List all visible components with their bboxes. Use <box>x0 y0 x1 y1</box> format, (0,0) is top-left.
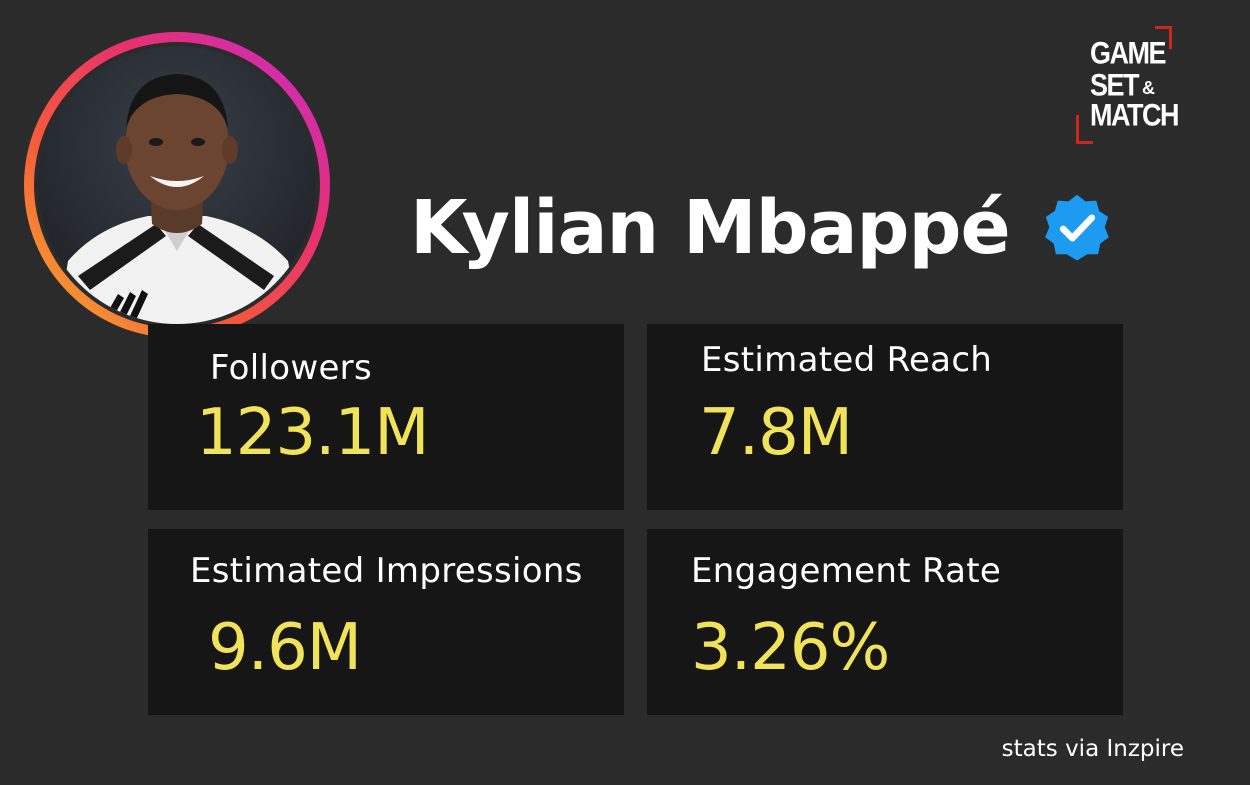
game-set-match-logo: GAME SET & MATCH <box>1074 26 1179 144</box>
stat-card-estimated-impressions: Estimated Impressions 9.6M <box>148 529 624 715</box>
source-credit: stats via Inzpire <box>1001 736 1184 762</box>
logo-corner-top-right <box>1155 26 1172 49</box>
avatar <box>24 32 330 338</box>
logo-ampersand: & <box>1142 78 1155 98</box>
profile-photo <box>38 46 316 324</box>
stat-value: 3.26% <box>691 611 890 685</box>
stat-card-estimated-reach: Estimated Reach 7.8M <box>647 324 1123 510</box>
logo-line-2: SET <box>1090 67 1140 103</box>
profile-header: Kylian Mbappé <box>410 178 1114 278</box>
player-portrait-icon <box>58 74 300 324</box>
stat-value: 9.6M <box>208 611 362 685</box>
stat-value: 123.1M <box>196 396 429 470</box>
stat-card-followers: Followers 123.1M <box>148 324 624 510</box>
player-name: Kylian Mbappé <box>410 185 1011 271</box>
logo-corner-bottom-left <box>1076 115 1093 144</box>
avatar-ring-gap <box>34 42 320 328</box>
stat-label: Engagement Rate <box>691 551 1002 591</box>
logo-line-1: GAME <box>1090 35 1167 71</box>
stat-card-engagement-rate: Engagement Rate 3.26% <box>647 529 1123 715</box>
stat-value: 7.8M <box>699 396 853 470</box>
stat-label: Estimated Reach <box>701 340 993 380</box>
verified-badge-icon <box>1044 194 1109 261</box>
stat-label: Followers <box>210 348 372 388</box>
logo-line-3: MATCH <box>1090 97 1179 133</box>
stat-label: Estimated Impressions <box>190 551 583 591</box>
